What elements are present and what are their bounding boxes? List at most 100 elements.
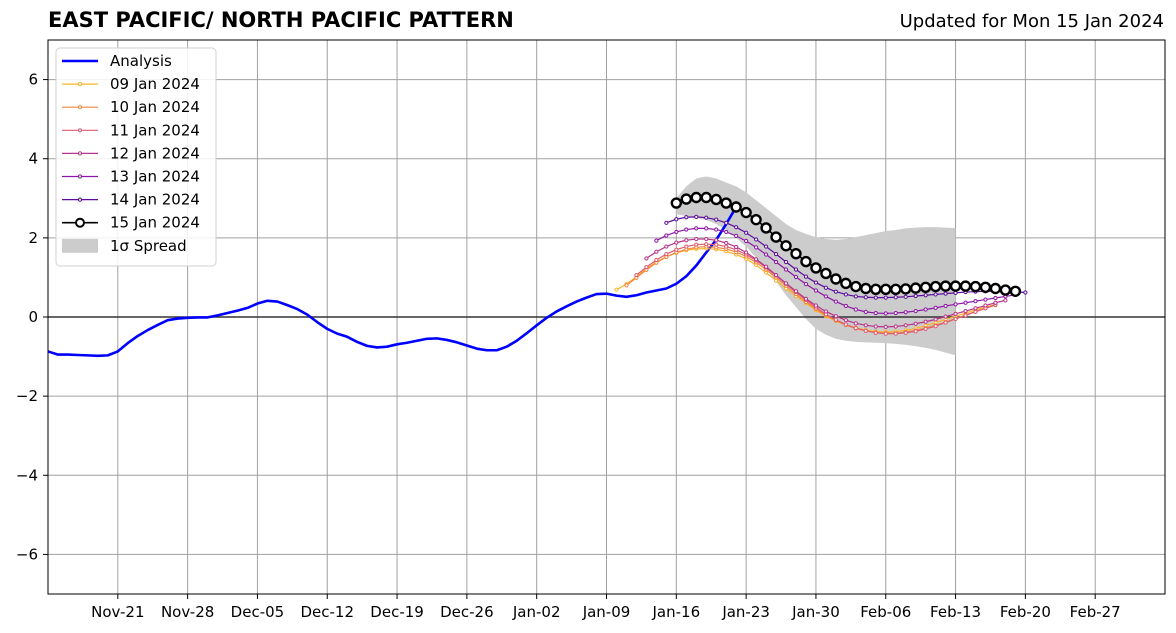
forecast-point — [690, 191, 702, 204]
forecast-point — [913, 321, 918, 326]
forecast-point — [674, 247, 679, 252]
forecast-series — [644, 236, 1008, 329]
forecast-series — [654, 226, 1018, 316]
forecast-point — [783, 259, 789, 265]
forecast-point — [1023, 290, 1028, 295]
forecast-point — [674, 240, 679, 245]
y-tick-label: 0 — [28, 308, 38, 326]
forecast-point — [943, 303, 948, 309]
forecast-point — [923, 293, 928, 298]
forecast-point — [634, 272, 639, 278]
forecast-point — [933, 317, 938, 322]
forecast-point — [959, 280, 972, 292]
forecast-point — [664, 244, 669, 249]
legend-label: 13 Jan 2024 — [110, 168, 200, 186]
forecast-point — [744, 230, 749, 235]
forecast-point — [763, 264, 769, 269]
forecast-point — [813, 280, 819, 285]
forecast-point — [899, 283, 912, 295]
forecast-point — [813, 288, 819, 293]
forecast-point — [893, 324, 898, 329]
forecast-point — [664, 220, 669, 225]
legend-entry: Analysis — [62, 52, 172, 70]
x-tick-label: Jan-23 — [721, 603, 770, 621]
forecast-point — [714, 227, 719, 232]
forecast-point — [843, 322, 848, 327]
forecast-point — [664, 251, 669, 257]
legend-label: Analysis — [110, 52, 172, 70]
forecast-point — [783, 281, 789, 286]
legend-marker — [77, 82, 83, 87]
forecast-point — [893, 310, 898, 316]
forecast-point — [993, 295, 998, 301]
forecast-point — [953, 311, 958, 316]
x-tick-label: Feb-06 — [860, 603, 911, 621]
forecast-point — [963, 308, 968, 314]
forecast-point — [773, 259, 779, 265]
y-tick-label: −4 — [16, 466, 38, 484]
forecast-point — [734, 225, 739, 230]
forecast-point — [783, 267, 789, 272]
forecast-point — [780, 240, 792, 252]
chart-title: EAST PACIFIC/ NORTH PACIFIC PATTERN — [48, 8, 514, 32]
legend-label: 14 Jan 2024 — [110, 191, 200, 209]
forecast-point — [969, 280, 982, 293]
forecast-point — [833, 317, 838, 322]
x-tick-label: Nov-21 — [91, 603, 144, 621]
x-axis: Nov-21 Nov-28 Dec-05 Dec-12 Dec-19 Dec-26 Jan-… — [91, 594, 1121, 621]
forecast-point — [714, 242, 719, 247]
chart-subtitle: Updated for Mon 15 Jan 2024 — [899, 11, 1164, 32]
forecast-point — [939, 280, 952, 292]
y-tick-label: 6 — [28, 71, 38, 89]
legend-entry: 10 Jan 2024 — [62, 98, 200, 116]
forecast-point — [860, 282, 872, 295]
forecast-point — [803, 296, 809, 301]
forecast-point — [670, 197, 683, 209]
forecast-point — [853, 307, 858, 312]
forecast-point — [963, 313, 968, 318]
forecast-point — [830, 273, 842, 285]
forecast-point — [883, 295, 888, 300]
forecast-point — [813, 303, 819, 308]
forecast-point — [843, 303, 848, 309]
x-tick-label: Jan-30 — [791, 603, 840, 621]
forecast-point — [624, 283, 629, 288]
forecast-point — [644, 256, 649, 261]
legend-marker — [77, 197, 83, 202]
forecast-point — [704, 242, 709, 247]
forecast-point — [893, 295, 898, 300]
legend-marker — [77, 174, 83, 179]
forecast-point — [999, 284, 1012, 296]
forecast-point — [684, 244, 689, 249]
forecast-point — [873, 330, 878, 335]
forecast-point — [890, 283, 902, 295]
forecast-point — [704, 236, 709, 242]
legend-marker — [77, 105, 83, 110]
forecast-point — [963, 300, 968, 305]
forecast-point — [933, 292, 938, 297]
forecast-point — [714, 217, 719, 222]
forecast-point — [1003, 298, 1008, 303]
forecast-point — [1009, 285, 1022, 297]
forecast-point — [734, 233, 739, 238]
x-tick-label: Feb-20 — [1000, 603, 1051, 621]
forecast-point — [833, 314, 838, 319]
forecast-point — [943, 314, 948, 319]
forecast-point — [750, 213, 762, 226]
forecast-point — [790, 247, 802, 260]
x-tick-label: Feb-13 — [930, 603, 981, 621]
y-tick-label: −2 — [16, 387, 38, 405]
forecast-point — [823, 309, 829, 314]
forecast-point — [903, 323, 908, 328]
forecast-point — [760, 222, 772, 234]
forecast-point — [684, 227, 689, 232]
y-tick-label: 4 — [28, 150, 38, 168]
forecast-point — [840, 277, 852, 290]
forecast-point — [883, 331, 888, 336]
forecast-point — [880, 283, 892, 295]
forecast-point — [953, 302, 958, 307]
forecast-point — [710, 193, 722, 206]
y-axis: 6 4 2 0 −2 −4 −6 — [16, 71, 48, 563]
forecast-point — [773, 272, 779, 278]
